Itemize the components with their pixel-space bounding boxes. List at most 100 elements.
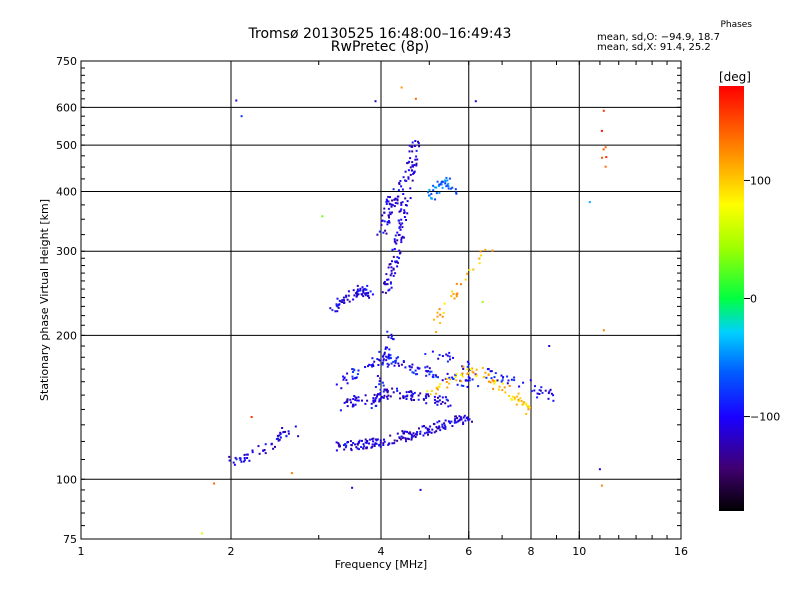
data-point [384,229,387,232]
data-point [398,257,400,260]
data-point [278,438,281,441]
data-point [433,395,436,398]
data-point [364,366,367,368]
data-point [375,396,378,399]
data-point [447,182,450,185]
data-point [334,310,337,313]
data-point [321,215,324,218]
data-point [398,210,401,213]
data-point [391,387,394,390]
data-point [398,364,400,367]
data-point [478,262,481,265]
data-point [331,309,334,312]
data-point [513,396,516,399]
data-point [374,386,377,388]
data-point [343,376,346,379]
data-point [393,442,396,445]
data-point [379,445,382,448]
data-point [386,223,389,226]
data-point [386,221,389,223]
data-point [345,296,348,299]
data-point [359,287,362,290]
y-tick-label: 200 [56,329,77,342]
data-point [402,397,405,399]
data-point [338,303,341,306]
data-point [459,416,462,419]
data-point [382,355,384,358]
data-point [373,393,376,396]
data-point [502,376,505,379]
data-point [487,374,490,376]
data-point [368,442,370,445]
data-point [364,402,367,405]
data-point [343,301,345,304]
data-point [396,265,399,268]
data-point [487,368,490,371]
data-point [444,426,447,428]
data-point [530,390,533,393]
data-point [411,395,414,398]
data-point [246,457,249,459]
data-point [391,211,393,214]
data-point [383,220,386,223]
data-point [407,438,410,441]
data-point [400,438,403,441]
data-point [389,281,392,284]
data-point [372,365,375,367]
data-point [406,394,409,397]
data-point [235,99,238,102]
data-point [279,432,282,435]
data-point [430,389,433,392]
data-point [380,224,383,226]
data-point [443,179,446,182]
data-point [397,189,400,192]
data-point [371,293,374,296]
data-point [356,373,359,376]
data-point [602,148,605,151]
data-point [367,365,369,368]
data-point [490,370,493,373]
data-point [364,438,367,441]
data-point [422,434,425,437]
data-point [354,292,357,295]
data-point [453,297,456,300]
data-point [392,360,395,363]
data-point [385,355,388,358]
data-point [355,295,358,298]
data-point [446,372,449,375]
data-point [383,394,386,397]
data-point [389,434,392,437]
data-point [466,385,469,388]
data-point [489,381,492,384]
data-point [372,440,375,443]
data-point [424,353,427,355]
data-point [412,393,415,395]
data-point [466,272,469,275]
data-point [412,165,415,168]
data-point [357,441,360,444]
data-point [438,183,441,186]
data-point [356,288,359,291]
data-point [444,419,447,422]
data-point [415,433,418,436]
data-point [386,283,389,286]
data-point [387,353,390,356]
data-point [456,292,459,295]
data-point [393,248,396,250]
data-point [392,188,395,191]
data-point [396,432,399,435]
data-point [433,186,436,189]
data-point [338,299,341,302]
data-point [397,234,400,236]
data-point [378,399,381,402]
data-point [413,391,416,394]
data-point [385,200,388,203]
data-point [446,399,449,402]
data-point [346,382,349,385]
data-point [447,185,450,188]
data-point [414,140,417,142]
data-point [387,442,390,445]
data-point [436,311,439,314]
data-point [417,142,420,145]
y-axis-label: Stationary phase Virtual Height [km] [38,199,51,401]
